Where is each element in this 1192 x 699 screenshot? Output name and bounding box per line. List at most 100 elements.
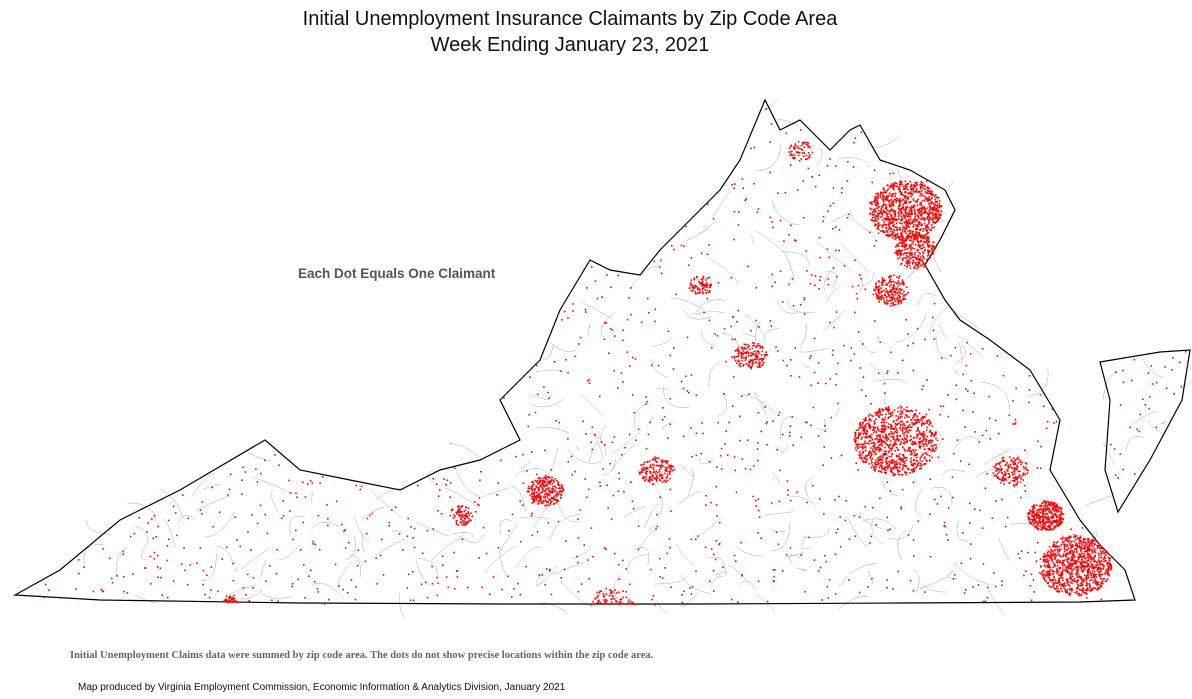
claimant-dot bbox=[900, 235, 903, 237]
claimant-dot bbox=[1052, 508, 1054, 510]
claimant-dot bbox=[1054, 519, 1057, 522]
zip-boundary bbox=[699, 457, 715, 465]
claimant-dot bbox=[819, 279, 821, 281]
claimant-dot bbox=[904, 464, 907, 467]
claimant-dot bbox=[1097, 566, 1100, 569]
claimant-dot bbox=[884, 425, 887, 428]
zip-boundary bbox=[204, 511, 235, 538]
claimant-dot bbox=[895, 465, 897, 468]
claimant-dot bbox=[1043, 577, 1046, 580]
claimant-dot bbox=[728, 421, 730, 424]
claimant-dot bbox=[907, 225, 910, 228]
claimant-dot bbox=[927, 241, 930, 243]
claimant-dot bbox=[1095, 564, 1097, 566]
claimant-dot bbox=[855, 449, 858, 452]
claimant-dot bbox=[934, 200, 937, 202]
claimant-dot bbox=[1070, 563, 1073, 565]
zip-boundary bbox=[780, 251, 810, 266]
claimant-dot bbox=[906, 205, 908, 208]
claimant-dot bbox=[905, 195, 908, 198]
claimant-dot bbox=[1080, 575, 1082, 578]
claimant-dot bbox=[911, 440, 914, 443]
claimant-dot bbox=[877, 459, 880, 462]
zip-boundary bbox=[611, 429, 642, 455]
claimant-dot bbox=[928, 203, 930, 205]
claimant-dot bbox=[915, 409, 917, 412]
claimant-dot bbox=[885, 296, 888, 298]
claimant-dot bbox=[894, 238, 896, 240]
claimant-dot bbox=[1100, 582, 1102, 584]
claimant-dot bbox=[1057, 524, 1059, 526]
claimant-dot bbox=[919, 456, 922, 459]
claimant-dot bbox=[1084, 538, 1087, 541]
claimant-dot bbox=[906, 421, 908, 423]
claimant-dot bbox=[1023, 484, 1026, 487]
claimant-dot bbox=[913, 205, 916, 208]
claimant-dot bbox=[943, 525, 945, 527]
claimant-dot bbox=[1030, 573, 1033, 576]
claimant-dot bbox=[909, 223, 912, 225]
claimant-dot bbox=[840, 454, 843, 457]
claimant-dot bbox=[1045, 517, 1047, 520]
claimant-dot bbox=[885, 463, 888, 465]
claimant-dot bbox=[876, 197, 879, 199]
claimant-dot bbox=[884, 452, 887, 455]
claimant-dot bbox=[1040, 573, 1043, 575]
claimant-dot bbox=[622, 329, 625, 331]
claimant-dot bbox=[1060, 573, 1063, 575]
claimant-dot bbox=[1016, 476, 1019, 479]
claimant-dot bbox=[587, 488, 590, 491]
claimant-dot bbox=[912, 437, 915, 439]
zip-boundary bbox=[239, 591, 262, 600]
claimant-dot bbox=[900, 262, 903, 265]
claimant-dot bbox=[443, 478, 445, 480]
claimant-dot bbox=[917, 249, 919, 251]
claimant-dot bbox=[1044, 575, 1047, 577]
claimant-dot bbox=[628, 433, 631, 436]
claimant-dot bbox=[1080, 546, 1082, 549]
claimant-dot bbox=[1078, 542, 1080, 545]
claimant-dot bbox=[1006, 469, 1008, 471]
claimant-dot bbox=[854, 311, 856, 314]
zip-boundary bbox=[557, 498, 580, 523]
claimant-dot bbox=[898, 183, 901, 186]
claimant-dot bbox=[886, 436, 889, 438]
claimant-dot bbox=[933, 217, 935, 220]
claimant-dot bbox=[856, 444, 858, 447]
claimant-dot bbox=[803, 297, 806, 299]
claimant-dot bbox=[822, 220, 824, 223]
claimant-dot bbox=[891, 289, 893, 291]
claimant-dot bbox=[893, 474, 896, 476]
claimant-dot bbox=[591, 426, 594, 429]
claimant-dot bbox=[952, 496, 954, 499]
claimant-dot bbox=[1044, 506, 1046, 509]
claimant-dot bbox=[914, 185, 917, 188]
claimant-dot bbox=[1049, 551, 1052, 553]
claimant-dot bbox=[1007, 476, 1010, 479]
claimant-dot bbox=[792, 305, 795, 307]
claimant-dot bbox=[916, 238, 919, 240]
claimant-dot bbox=[603, 338, 606, 341]
claimant-dot bbox=[894, 229, 896, 232]
claimant-dot bbox=[453, 551, 455, 554]
claimant-dot bbox=[126, 592, 129, 594]
claimant-dot bbox=[672, 368, 675, 370]
claimant-dot bbox=[681, 594, 683, 596]
claimant-dot bbox=[916, 200, 918, 202]
claimant-dot bbox=[550, 593, 553, 596]
claimant-dot bbox=[926, 207, 929, 209]
claimant-dot bbox=[878, 456, 880, 458]
claimant-dot bbox=[1046, 558, 1049, 561]
claimant-dot bbox=[1045, 580, 1047, 583]
claimant-dot bbox=[916, 327, 919, 330]
claimant-dot bbox=[1096, 561, 1099, 563]
claimant-dot bbox=[882, 419, 884, 421]
claimant-dot bbox=[788, 435, 791, 437]
claimant-dot bbox=[1012, 423, 1014, 425]
claimant-dot bbox=[1043, 505, 1045, 507]
claimant-dot bbox=[1099, 585, 1102, 588]
claimant-dot bbox=[1041, 523, 1044, 525]
claimant-dot bbox=[928, 240, 931, 243]
claimant-dot bbox=[757, 442, 759, 444]
claimant-dot bbox=[790, 375, 792, 377]
